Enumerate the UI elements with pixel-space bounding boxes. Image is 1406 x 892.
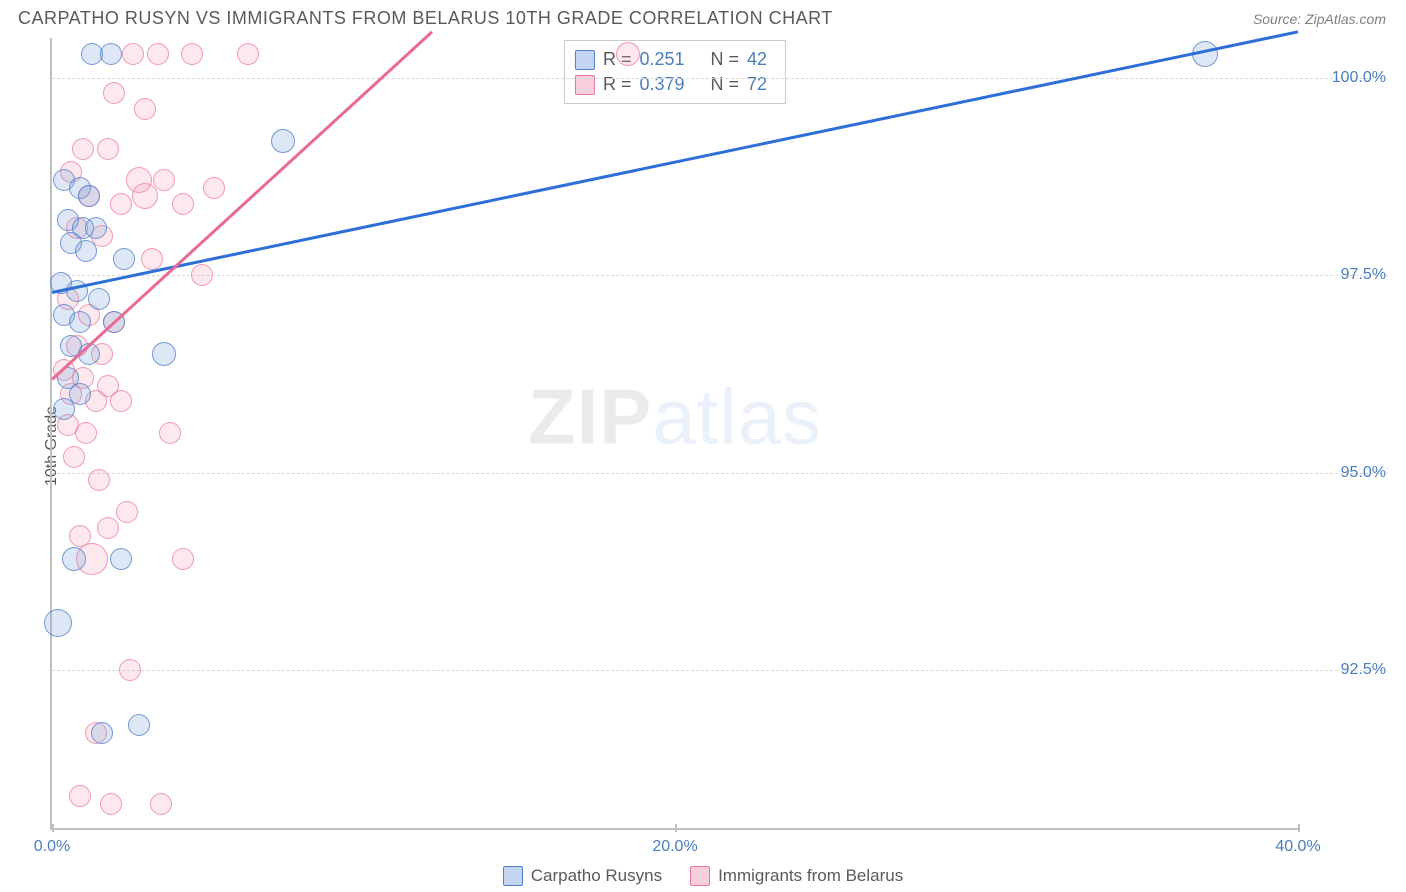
legend-label-blue: Carpatho Rusyns (531, 866, 662, 886)
xtick-label: 20.0% (652, 838, 697, 856)
stats-n-label: N = (711, 47, 740, 72)
scatter-point (122, 43, 144, 65)
scatter-point (141, 248, 163, 270)
plot-region: ZIPatlas R = 0.251 N = 42 R = 0.379 N = … (50, 38, 1298, 830)
scatter-point (97, 138, 119, 160)
scatter-point (110, 390, 132, 412)
legend-label-pink: Immigrants from Belarus (718, 866, 903, 886)
scatter-point (119, 659, 141, 681)
stats-n-pink: 72 (747, 72, 767, 97)
scatter-point (191, 264, 213, 286)
xtick (1298, 824, 1300, 832)
scatter-point (88, 288, 110, 310)
stats-r-pink: 0.379 (639, 72, 684, 97)
scatter-point (132, 183, 158, 209)
stats-row-blue: R = 0.251 N = 42 (575, 47, 767, 72)
scatter-point (128, 714, 150, 736)
xtick-label: 40.0% (1275, 838, 1320, 856)
gridline (52, 473, 1388, 474)
stats-n-blue: 42 (747, 47, 767, 72)
xtick (52, 824, 54, 832)
scatter-point (172, 193, 194, 215)
scatter-point (172, 548, 194, 570)
scatter-point (69, 311, 91, 333)
legend-item-blue: Carpatho Rusyns (503, 866, 662, 886)
scatter-point (91, 722, 113, 744)
scatter-point (62, 547, 86, 571)
chart-header: CARPATHO RUSYN VS IMMIGRANTS FROM BELARU… (0, 0, 1406, 35)
swatch-blue-icon (575, 50, 595, 70)
scatter-point (159, 422, 181, 444)
scatter-point (44, 609, 72, 637)
ytick-label: 92.5% (1306, 661, 1386, 679)
xtick-label: 0.0% (34, 838, 70, 856)
scatter-point (69, 785, 91, 807)
scatter-point (616, 42, 640, 66)
stats-n-label: N = (711, 72, 740, 97)
stats-row-pink: R = 0.379 N = 72 (575, 72, 767, 97)
watermark-zip: ZIP (528, 373, 652, 461)
stats-r-label: R = (603, 72, 632, 97)
scatter-point (72, 138, 94, 160)
scatter-point (100, 43, 122, 65)
scatter-point (134, 98, 156, 120)
legend-item-pink: Immigrants from Belarus (690, 866, 903, 886)
scatter-point (116, 501, 138, 523)
scatter-point (181, 43, 203, 65)
scatter-point (153, 169, 175, 191)
gridline (52, 78, 1388, 79)
ytick-label: 95.0% (1306, 464, 1386, 482)
swatch-pink-icon (690, 866, 710, 886)
scatter-point (63, 446, 85, 468)
scatter-point (97, 517, 119, 539)
swatch-blue-icon (503, 866, 523, 886)
scatter-point (271, 129, 295, 153)
scatter-point (152, 342, 176, 366)
scatter-point (75, 422, 97, 444)
scatter-point (147, 43, 169, 65)
bottom-legend: Carpatho Rusyns Immigrants from Belarus (0, 866, 1406, 886)
scatter-point (203, 177, 225, 199)
ytick-label: 100.0% (1306, 69, 1386, 87)
scatter-point (113, 248, 135, 270)
scatter-point (78, 185, 100, 207)
gridline (52, 275, 1388, 276)
scatter-point (100, 793, 122, 815)
chart-title: CARPATHO RUSYN VS IMMIGRANTS FROM BELARU… (18, 8, 833, 29)
scatter-point (88, 469, 110, 491)
scatter-point (85, 217, 107, 239)
scatter-point (75, 240, 97, 262)
gridline (52, 670, 1388, 671)
scatter-point (103, 82, 125, 104)
scatter-point (150, 793, 172, 815)
watermark-atlas: atlas (652, 373, 822, 461)
stats-legend-box: R = 0.251 N = 42 R = 0.379 N = 72 (564, 40, 786, 104)
scatter-point (53, 398, 75, 420)
scatter-point (110, 548, 132, 570)
scatter-point (237, 43, 259, 65)
scatter-point (110, 193, 132, 215)
chart-source: Source: ZipAtlas.com (1253, 11, 1386, 27)
stats-r-blue: 0.251 (639, 47, 684, 72)
chart-area: 10th Grade ZIPatlas R = 0.251 N = 42 R =… (18, 38, 1388, 854)
watermark: ZIPatlas (528, 372, 822, 463)
xtick (675, 824, 677, 832)
ytick-label: 97.5% (1306, 266, 1386, 284)
